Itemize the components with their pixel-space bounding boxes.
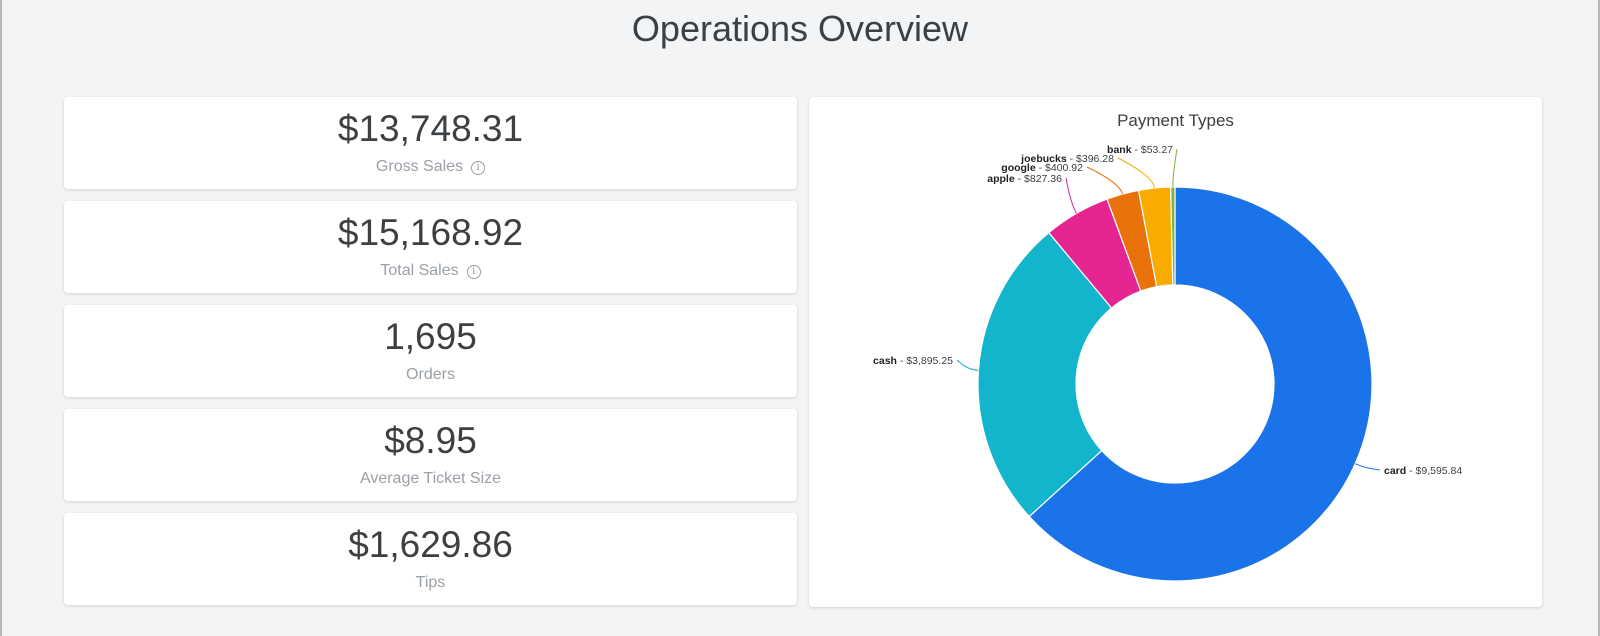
slice-label-apple: apple - $827.36 [987, 173, 1062, 185]
slice-label-joebucks: joebucks - $396.28 [1020, 153, 1114, 165]
kpi-value: $13,748.31 [337, 108, 524, 149]
info-icon[interactable]: i [471, 161, 486, 175]
kpi-value: $1,629.86 [348, 524, 513, 565]
payment-types-donut-chart: card - $9,595.84 cash - $3,895.25 apple - … [873, 144, 1462, 582]
page-title: Operations Overview [631, 8, 969, 49]
kpi-card-gross-sales: $13,748.31 Gross Sales i [64, 97, 797, 189]
kpi-value: $8.95 [384, 420, 477, 461]
leader-line-apple [1065, 177, 1077, 214]
kpi-card-average-ticket-size: $8.95 Average Ticket Size [64, 409, 797, 501]
kpi-label: Gross Sales i [64, 157, 797, 177]
leader-line-bank [1172, 148, 1178, 188]
slice-label-bank: bank - $53.27 [1107, 144, 1173, 156]
kpi-card-total-sales: $15,168.92 Total Sales i [64, 201, 797, 293]
slice-label-card: card - $9,595.84 [1384, 465, 1462, 477]
donut-slice-bank[interactable] [1170, 186, 1176, 286]
info-icon[interactable]: i [466, 265, 481, 279]
payment-types-chart-card: Payment Types card - $9,595.84 cash - $3,… [809, 97, 1542, 607]
donut-slice-card[interactable] [1028, 186, 1373, 582]
kpi-label: Average Ticket Size [359, 470, 502, 487]
donut-slice-cash[interactable] [977, 231, 1113, 518]
kpi-label: Tips [415, 574, 446, 591]
leader-line-joebucks [1117, 157, 1156, 189]
kpi-label: Total Sales i [64, 261, 797, 281]
kpi-label-text: Total Sales [380, 262, 459, 279]
kpi-value: 1,695 [384, 316, 477, 357]
leader-line-card [1354, 463, 1381, 471]
leader-line-google [1086, 166, 1124, 195]
kpi-card-tips: $1,629.86 Tips [64, 513, 797, 605]
slice-label-google: google - $400.92 [1001, 162, 1083, 174]
kpi-label: Orders [406, 366, 455, 383]
chart-title: Payment Types [1117, 111, 1234, 130]
leader-line-cash [956, 359, 979, 371]
slice-label-cash: cash - $3,895.25 [873, 355, 953, 367]
kpi-label-text: Gross Sales [375, 158, 464, 175]
kpi-card-orders: 1,695 Orders [64, 305, 797, 397]
kpi-value: $15,168.92 [337, 212, 524, 253]
